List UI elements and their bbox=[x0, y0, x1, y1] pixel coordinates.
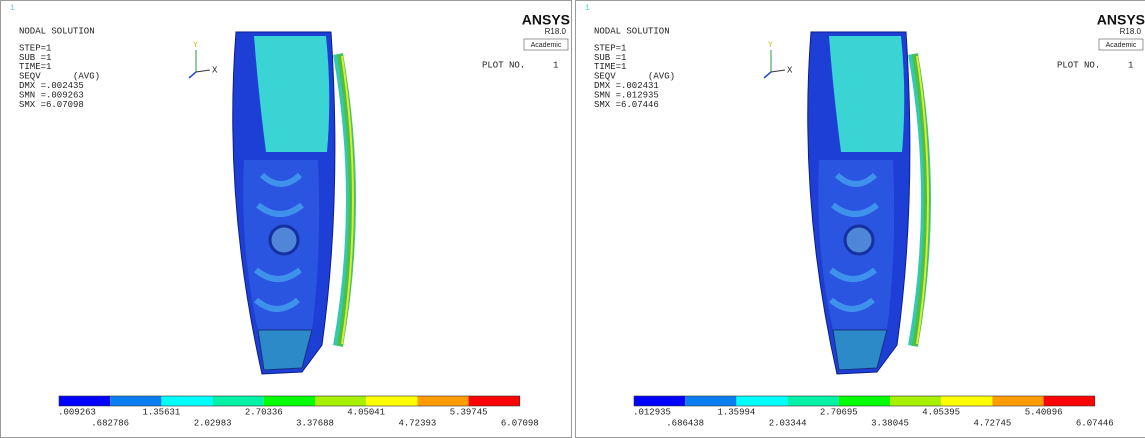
colorbar-band bbox=[890, 396, 941, 406]
colorbar-band bbox=[213, 396, 264, 406]
screenshot: 1NODAL SOLUTIONSTEP=1SUB =1TIME=1SEQV (A… bbox=[0, 0, 1145, 438]
colorbar-label: 2.03344 bbox=[769, 418, 807, 428]
colorbar-band bbox=[788, 396, 839, 406]
colorbar-label: .682786 bbox=[91, 418, 129, 428]
axis-y-label: Y bbox=[193, 41, 198, 50]
model-hole bbox=[270, 226, 298, 254]
colorbar-label: 5.40096 bbox=[1025, 407, 1063, 417]
colorbar-label: .009263 bbox=[58, 407, 96, 417]
axis-x-label: X bbox=[212, 65, 218, 75]
colorbar-label: 3.38045 bbox=[871, 418, 909, 428]
axis-x-label: X bbox=[787, 65, 793, 75]
plot-number: 1 bbox=[553, 60, 558, 70]
solution-info: SMX =6.07446 bbox=[594, 100, 659, 110]
model-top-panel bbox=[254, 36, 329, 152]
plot-number-label: PLOT NO. bbox=[1057, 60, 1100, 70]
logo-release: R18.0 bbox=[545, 27, 567, 36]
colorbar-band bbox=[1044, 396, 1095, 406]
colorbar-label: 6.07446 bbox=[1076, 418, 1114, 428]
logo-name: ANSYS bbox=[522, 12, 570, 28]
colorbar-band bbox=[634, 396, 685, 406]
colorbar-band bbox=[685, 396, 736, 406]
axis-y-label: Y bbox=[768, 41, 773, 50]
colorbar-label: 2.70336 bbox=[245, 407, 283, 417]
colorbar-label: 2.02983 bbox=[194, 418, 232, 428]
plot-number-label: PLOT NO. bbox=[482, 60, 525, 70]
colorbar-band bbox=[469, 396, 520, 406]
model-top-panel bbox=[829, 36, 904, 152]
colorbar-label: .012935 bbox=[633, 407, 671, 417]
colorbar-band bbox=[417, 396, 468, 406]
colorbar-band bbox=[366, 396, 417, 406]
colorbar-band bbox=[736, 396, 787, 406]
logo-release: R18.0 bbox=[1120, 27, 1142, 36]
colorbar-label: .686438 bbox=[666, 418, 704, 428]
colorbar-label: 1.35994 bbox=[717, 407, 755, 417]
colorbar-label: 4.05041 bbox=[347, 407, 385, 417]
colorbar-band bbox=[941, 396, 992, 406]
solution-title: NODAL SOLUTION bbox=[594, 26, 670, 36]
colorbar-label: 1.35631 bbox=[142, 407, 180, 417]
colorbar-label: 6.07098 bbox=[501, 418, 539, 428]
colorbar-label: 3.37688 bbox=[296, 418, 334, 428]
colorbar-label: 2.70695 bbox=[820, 407, 858, 417]
colorbar-label: 4.72393 bbox=[398, 418, 436, 428]
colorbar-band bbox=[839, 396, 890, 406]
plot-number: 1 bbox=[1128, 60, 1133, 70]
page: 1NODAL SOLUTIONSTEP=1SUB =1TIME=1SEQV (A… bbox=[0, 0, 1145, 438]
logo-license: Academic bbox=[531, 42, 562, 49]
corner-number: 1 bbox=[585, 4, 590, 13]
colorbar-band bbox=[992, 396, 1043, 406]
colorbar-band bbox=[110, 396, 161, 406]
logo-license: Academic bbox=[1106, 42, 1137, 49]
solution-info: SMX =6.07098 bbox=[19, 100, 84, 110]
colorbar-label: 5.39745 bbox=[450, 407, 488, 417]
model-hole bbox=[845, 226, 873, 254]
corner-number: 1 bbox=[10, 4, 15, 13]
colorbar-label: 4.05395 bbox=[922, 407, 960, 417]
logo-name: ANSYS bbox=[1097, 12, 1145, 28]
colorbar-band bbox=[161, 396, 212, 406]
colorbar-band bbox=[59, 396, 110, 406]
solution-title: NODAL SOLUTION bbox=[19, 26, 95, 36]
colorbar-label: 4.72745 bbox=[973, 418, 1011, 428]
colorbar-band bbox=[315, 396, 366, 406]
colorbar-band bbox=[264, 396, 315, 406]
